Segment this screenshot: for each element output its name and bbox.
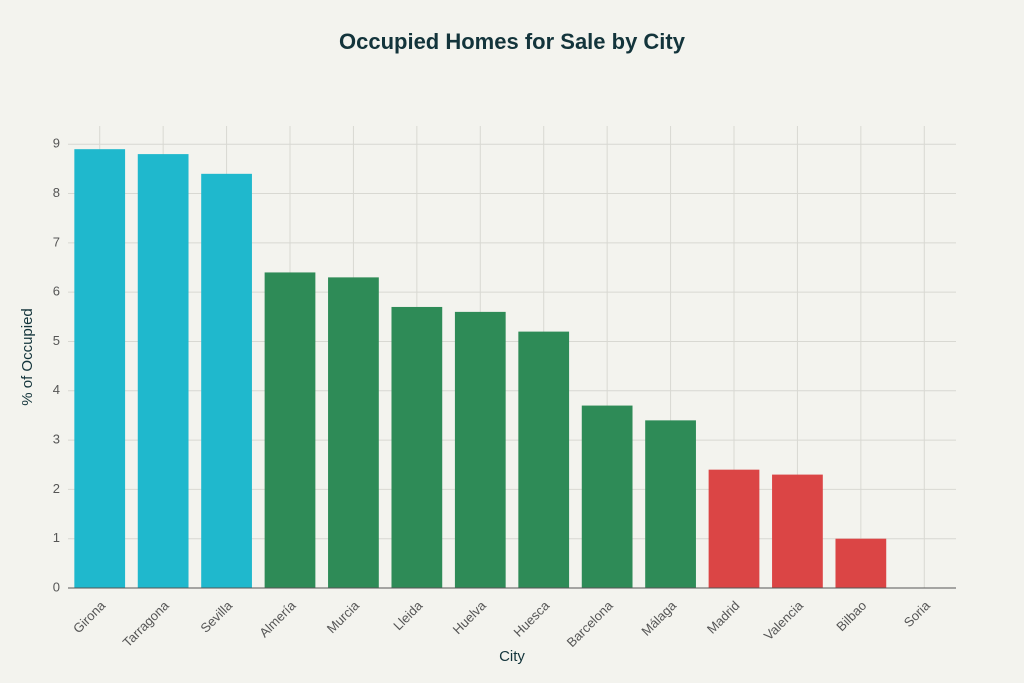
y-tick-label: 5 xyxy=(53,333,60,348)
bar xyxy=(581,405,633,588)
chart-title: Occupied Homes for Sale by City xyxy=(339,29,686,54)
bar xyxy=(772,474,823,588)
bar xyxy=(264,272,316,588)
y-tick-label: 7 xyxy=(53,234,60,249)
bar xyxy=(328,277,379,588)
bar xyxy=(708,469,760,588)
y-tick-label: 1 xyxy=(53,530,60,545)
y-tick-label: 9 xyxy=(53,136,60,151)
bar xyxy=(645,420,696,588)
y-tick-label: 4 xyxy=(53,382,60,397)
bar xyxy=(201,173,252,589)
bar xyxy=(137,154,189,588)
bar xyxy=(518,331,570,588)
y-tick-label: 2 xyxy=(53,481,60,496)
y-axis-title: % of Occupied xyxy=(19,308,36,406)
y-tick-label: 6 xyxy=(53,284,60,299)
bar xyxy=(835,538,887,588)
bar xyxy=(454,311,506,588)
x-axis-title: City xyxy=(499,648,525,665)
bar xyxy=(74,149,126,589)
y-tick-label: 8 xyxy=(53,185,60,200)
bar xyxy=(391,306,443,588)
y-tick-label: 0 xyxy=(53,579,60,594)
y-tick-label: 3 xyxy=(53,432,60,447)
